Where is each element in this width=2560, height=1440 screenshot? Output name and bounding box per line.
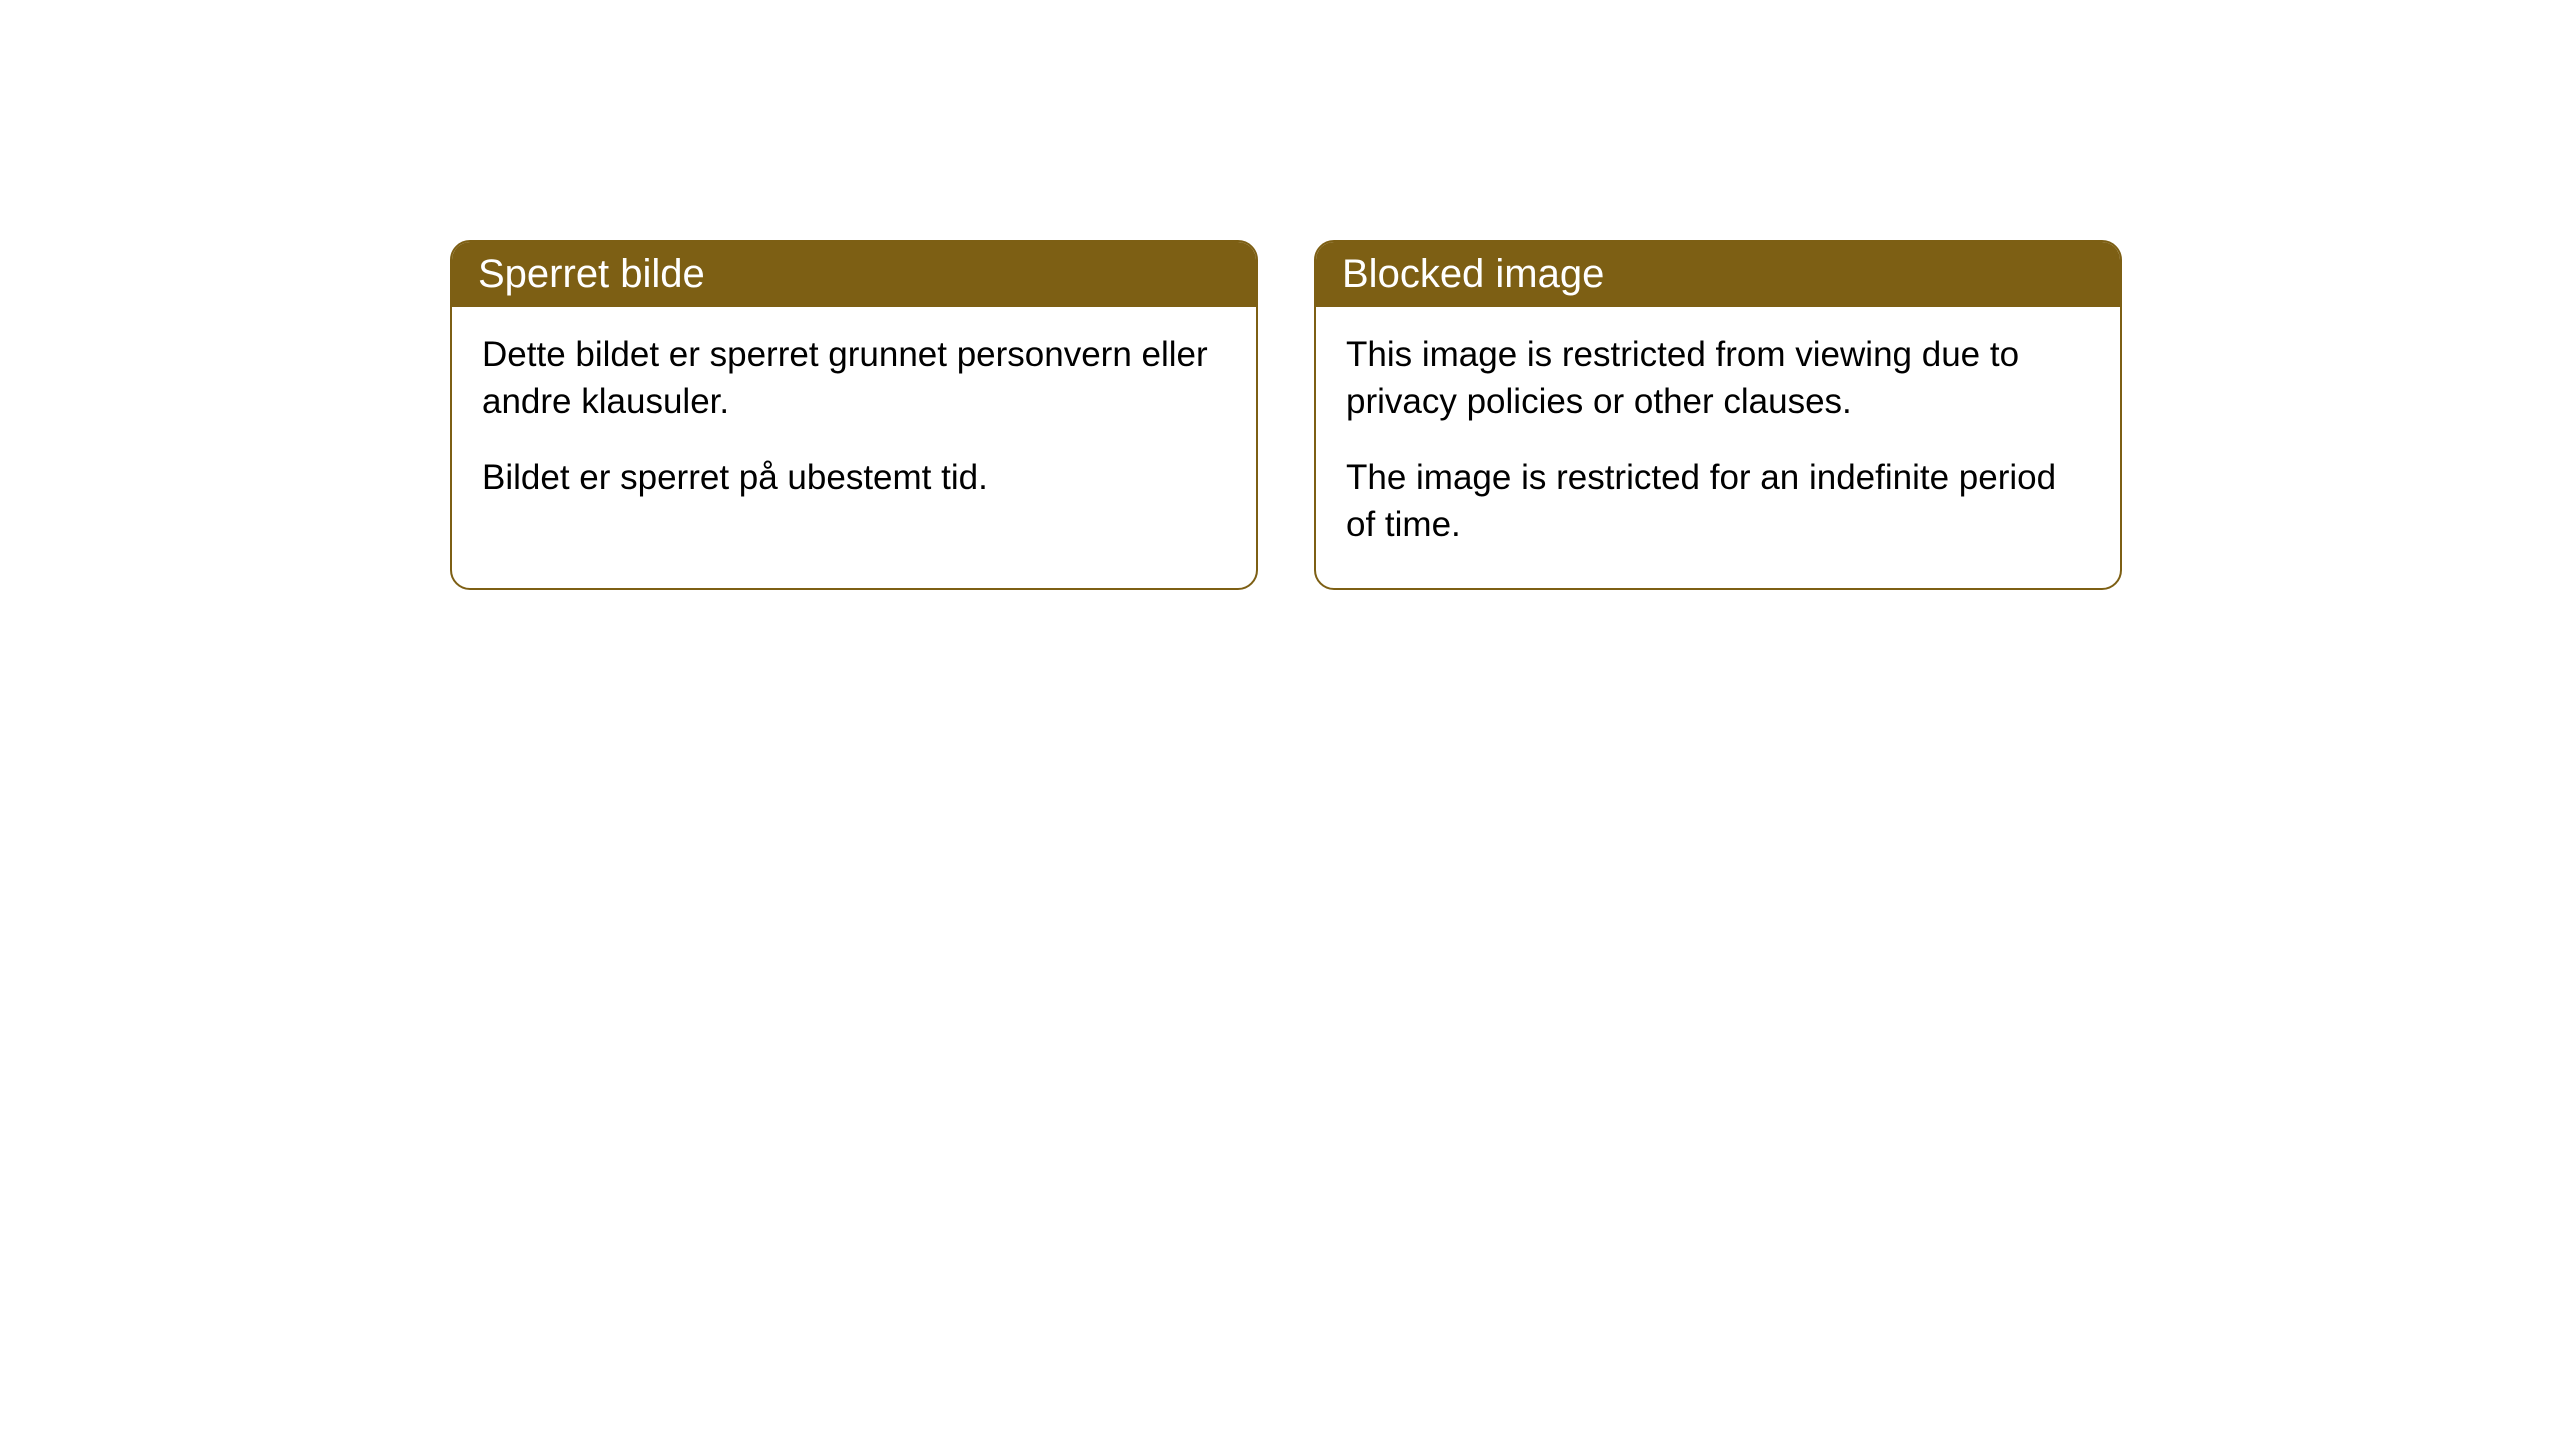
card-body-norwegian: Dette bildet er sperret grunnet personve… <box>452 307 1256 541</box>
card-title: Sperret bilde <box>478 252 705 296</box>
card-header-english: Blocked image <box>1316 242 2120 307</box>
card-paragraph-1: This image is restricted from viewing du… <box>1346 331 2090 426</box>
card-paragraph-1: Dette bildet er sperret grunnet personve… <box>482 331 1226 426</box>
card-paragraph-2: Bildet er sperret på ubestemt tid. <box>482 454 1226 501</box>
card-header-norwegian: Sperret bilde <box>452 242 1256 307</box>
cards-container: Sperret bilde Dette bildet er sperret gr… <box>450 240 2122 590</box>
card-paragraph-2: The image is restricted for an indefinit… <box>1346 454 2090 549</box>
card-norwegian: Sperret bilde Dette bildet er sperret gr… <box>450 240 1258 590</box>
card-title: Blocked image <box>1342 252 1604 296</box>
card-body-english: This image is restricted from viewing du… <box>1316 307 2120 588</box>
card-english: Blocked image This image is restricted f… <box>1314 240 2122 590</box>
